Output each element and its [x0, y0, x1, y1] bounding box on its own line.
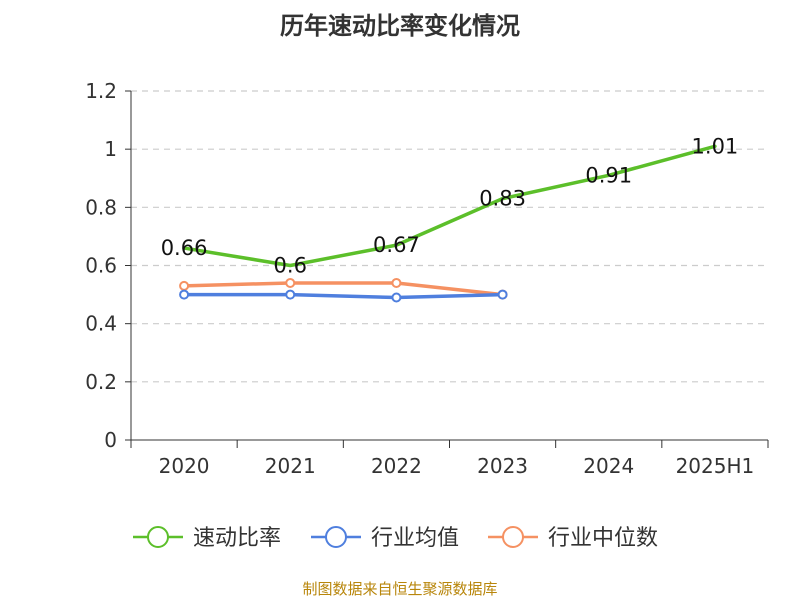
data-label: 0.83	[479, 187, 526, 211]
y-tick-label: 0.4	[85, 312, 117, 336]
legend-marker	[147, 526, 169, 548]
y-tick-label: 0.6	[85, 254, 117, 278]
legend-item[interactable]: 行业均值	[311, 526, 459, 551]
data-point	[391, 277, 402, 288]
series-line	[182, 144, 717, 268]
y-tick-label: 0.8	[85, 195, 117, 219]
data-label: 0.67	[373, 233, 420, 257]
data-point	[391, 292, 402, 303]
y-tick-label: 0	[104, 428, 117, 452]
x-tick-label: 2020	[159, 454, 210, 478]
legend-marker	[502, 526, 524, 548]
x-tick-label: 2025H1	[676, 454, 755, 478]
legend-item[interactable]: 行业中位数	[488, 526, 658, 551]
legend-label: 行业均值	[371, 526, 459, 551]
grid-lines	[131, 90, 768, 383]
data-label: 1.01	[692, 134, 739, 158]
x-tick-label: 2022	[371, 454, 422, 478]
legend-marker	[325, 526, 347, 548]
data-point	[285, 277, 296, 288]
data-label: 0.6	[274, 254, 307, 278]
y-tick-label: 1.2	[85, 79, 117, 103]
chart-title: 历年速动比率变化情况	[280, 12, 520, 40]
x-tick-label: 2023	[477, 454, 528, 478]
series-line	[182, 292, 505, 300]
legend-item[interactable]: 速动比率	[133, 526, 281, 551]
data-point	[179, 289, 190, 300]
data-point	[285, 289, 296, 300]
axes: 0 0.2 0.4 0.6 0.8 1 1.2 2020 2021 2022 2023 2024 202…	[85, 79, 769, 478]
x-tick-label: 2024	[583, 454, 634, 478]
data-label: 0.91	[585, 163, 632, 187]
y-tick-label: 0.2	[85, 370, 117, 394]
legend-label: 速动比率	[193, 526, 281, 551]
legend: 速动比率 行业均值 行业中位数	[133, 526, 658, 551]
y-tick-label: 1	[104, 137, 117, 161]
x-tick-label: 2021	[265, 454, 316, 478]
series-line	[182, 281, 505, 297]
data-labels: 0.66 0.6 0.67 0.83 0.91 1.01	[161, 134, 739, 277]
data-label: 0.66	[161, 236, 208, 260]
series-lines	[179, 144, 717, 303]
data-point	[497, 289, 508, 300]
data-point	[179, 280, 190, 291]
footer-source: 制图数据来自恒生聚源数据库	[302, 580, 498, 598]
legend-label: 行业中位数	[548, 526, 658, 551]
